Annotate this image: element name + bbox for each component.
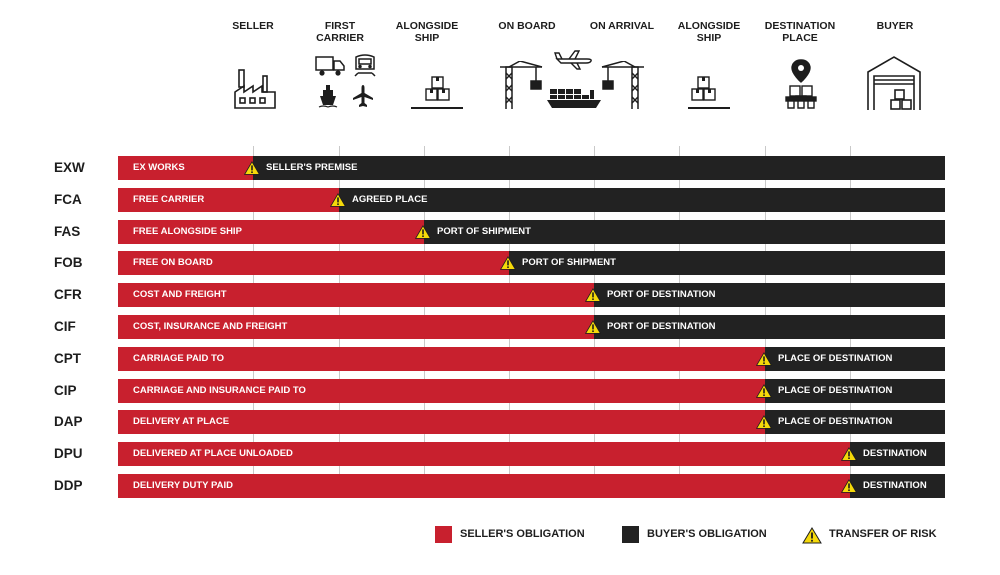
- buyer-obligation-bar: [765, 410, 945, 434]
- term-name: COST AND FREIGHT: [133, 289, 227, 300]
- term-code-cif: CIF: [54, 319, 76, 334]
- risk-transfer-point: PLACE OF DESTINATION: [778, 416, 893, 427]
- legend-buyer-swatch: [622, 526, 639, 543]
- stage-label-on-arrival: ON ARRIVAL: [589, 20, 655, 32]
- seller-obligation-bar: [118, 220, 424, 244]
- warning-icon: [585, 320, 601, 334]
- term-name: FREE ALONGSIDE SHIP: [133, 226, 242, 237]
- seller-obligation-bar: [118, 474, 850, 498]
- seller-obligation-bar: [118, 315, 594, 339]
- stage-label-alongside-ship-arrival: ALONGSIDE SHIP: [677, 20, 741, 44]
- buyer-obligation-bar: [339, 188, 945, 212]
- stage-label-destination-place: DESTINATION PLACE: [764, 20, 836, 44]
- warning-icon: [415, 225, 431, 239]
- truck-icon: [315, 56, 345, 76]
- risk-transfer-point: PLACE OF DESTINATION: [778, 385, 893, 396]
- warning-icon: [756, 415, 772, 429]
- term-name: EX WORKS: [133, 162, 185, 173]
- term-code-fob: FOB: [54, 255, 83, 270]
- seller-obligation-bar: [118, 283, 594, 307]
- stage-label-buyer: BUYER: [876, 20, 914, 32]
- risk-transfer-point: DESTINATION: [863, 448, 927, 459]
- buyer-obligation-bar: [850, 442, 945, 466]
- warning-icon: [500, 256, 516, 270]
- location-pin-icon: [785, 59, 817, 109]
- warning-icon: [585, 288, 601, 302]
- buyer-obligation-bar: [594, 283, 945, 307]
- term-code-fca: FCA: [54, 192, 82, 207]
- buyer-obligation-bar: [765, 347, 945, 371]
- airplane-icon: [554, 50, 592, 70]
- stage-label-alongside-ship: ALONGSIDE SHIP: [395, 20, 459, 44]
- buyer-obligation-bar: [509, 251, 945, 275]
- warning-icon: [841, 479, 857, 493]
- warning-icon: [330, 193, 346, 207]
- term-name: COST, INSURANCE AND FREIGHT: [133, 321, 288, 332]
- legend-seller-swatch: [435, 526, 452, 543]
- term-code-dpu: DPU: [54, 446, 83, 461]
- term-name: DELIVERY AT PLACE: [133, 416, 230, 427]
- cargo-ship-icon: [547, 89, 601, 108]
- term-code-cip: CIP: [54, 383, 77, 398]
- boxes-icon: [688, 76, 730, 109]
- warning-icon: [841, 447, 857, 461]
- seller-obligation-bar: [118, 156, 253, 180]
- boxes-icon: [411, 76, 463, 109]
- warning-icon: [244, 161, 260, 175]
- term-name: DELIVERED AT PLACE UNLOADED: [133, 448, 293, 459]
- risk-transfer-point: PORT OF DESTINATION: [607, 321, 716, 332]
- warning-icon: [756, 352, 772, 366]
- factory-icon: [234, 69, 276, 109]
- crane-icon: [601, 61, 644, 109]
- term-name: CARRIAGE PAID TO: [133, 353, 224, 364]
- seller-obligation-bar: [118, 379, 765, 403]
- warning-icon: [802, 527, 822, 544]
- ship-icon: [318, 85, 338, 108]
- seller-obligation-bar: [118, 251, 509, 275]
- buyer-obligation-bar: [253, 156, 945, 180]
- risk-transfer-point: PORT OF SHIPMENT: [522, 257, 616, 268]
- risk-transfer-point: PORT OF SHIPMENT: [437, 226, 531, 237]
- warning-icon: [756, 384, 772, 398]
- train-icon: [354, 54, 376, 77]
- warehouse-icon: [867, 56, 921, 110]
- airplane-icon: [353, 85, 373, 107]
- term-name: FREE ON BOARD: [133, 257, 213, 268]
- term-code-dap: DAP: [54, 414, 83, 429]
- legend-buyer-label: BUYER'S OBLIGATION: [647, 528, 767, 540]
- term-code-ddp: DDP: [54, 478, 83, 493]
- seller-obligation-bar: [118, 442, 850, 466]
- buyer-obligation-bar: [594, 315, 945, 339]
- seller-obligation-bar: [118, 347, 765, 371]
- risk-transfer-point: DESTINATION: [863, 480, 927, 491]
- buyer-obligation-bar: [850, 474, 945, 498]
- legend-risk-label: TRANSFER OF RISK: [829, 528, 937, 540]
- legend-seller-label: SELLER'S OBLIGATION: [460, 528, 585, 540]
- stage-label-on-board: ON BOARD: [498, 20, 556, 32]
- stage-label-first-carrier: FIRST CARRIER: [316, 20, 364, 44]
- risk-transfer-point: AGREED PLACE: [352, 194, 428, 205]
- term-name: FREE CARRIER: [133, 194, 205, 205]
- seller-obligation-bar: [118, 410, 765, 434]
- risk-transfer-point: PLACE OF DESTINATION: [778, 353, 893, 364]
- seller-obligation-bar: [118, 188, 339, 212]
- buyer-obligation-bar: [424, 220, 945, 244]
- buyer-obligation-bar: [765, 379, 945, 403]
- term-name: CARRIAGE AND INSURANCE PAID TO: [133, 385, 306, 396]
- crane-icon: [500, 61, 543, 109]
- term-code-fas: FAS: [54, 224, 81, 239]
- risk-transfer-point: PORT OF DESTINATION: [607, 289, 716, 300]
- risk-transfer-point: SELLER'S PREMISE: [266, 162, 358, 173]
- stage-label-seller: SELLER: [232, 20, 274, 32]
- term-name: DELIVERY DUTY PAID: [133, 480, 233, 491]
- term-code-cfr: CFR: [54, 287, 82, 302]
- term-code-exw: EXW: [54, 160, 85, 175]
- term-code-cpt: CPT: [54, 351, 81, 366]
